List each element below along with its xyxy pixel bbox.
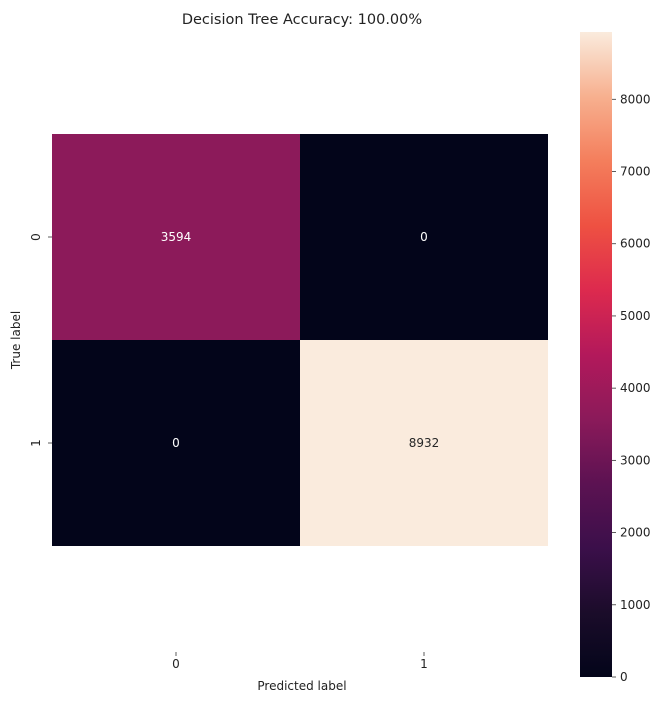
cell-value-label: 8932 [409,436,440,450]
y-axis-ticks: 01 [29,233,52,447]
colorbar [580,32,612,677]
cell-value-label: 0 [420,230,428,244]
chart-title: Decision Tree Accuracy: 100.00% [182,12,422,28]
y-axis-label: True label [9,311,23,370]
colorbar-tick-label: 6000 [620,237,651,251]
heatmap-annotations: 3594 0 0 8932 [161,230,440,450]
colorbar-tick-label: 8000 [620,92,651,106]
colorbar-tick-label: 2000 [620,526,651,540]
x-tick-label: 0 [172,657,180,671]
colorbar-tick-label: 5000 [620,309,651,323]
colorbar-tick-label: 0 [620,670,628,684]
y-tick-label: 0 [29,233,43,241]
heatmap-cells [52,134,548,546]
colorbar-tick-label: 1000 [620,598,651,612]
heatmap-cell [52,340,300,546]
cell-value-label: 0 [172,436,180,450]
colorbar-tick-label: 7000 [620,165,651,179]
heatmap-cell [300,134,548,340]
cell-value-label: 3594 [161,230,192,244]
colorbar-tick-label: 4000 [620,381,651,395]
colorbar-ticks: 0 1000 2000 3000 4000 5000 6000 7000 8000 [612,92,651,684]
colorbar-tick-label: 3000 [620,453,651,467]
x-axis-label: Predicted label [257,679,346,693]
y-tick-label: 1 [29,439,43,447]
x-tick-label: 1 [420,657,428,671]
heatmap-cell [300,340,548,546]
heatmap-cell [52,134,300,340]
